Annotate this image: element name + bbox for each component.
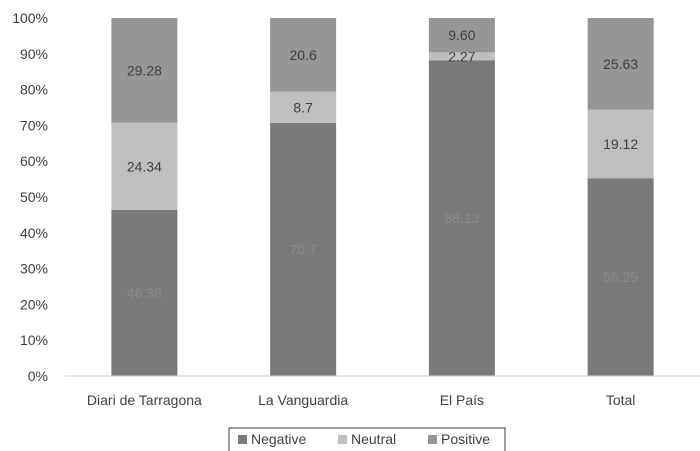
y-tick-label: 10%	[20, 332, 48, 348]
bar-neutral-0	[111, 122, 178, 210]
y-tick-label: 30%	[20, 261, 48, 277]
y-tick-label: 50%	[20, 189, 48, 205]
y-tick-label: 80%	[20, 82, 48, 98]
legend-swatch-positive	[428, 435, 437, 444]
y-axis-ticks: 0% 10% 20% 30% 40% 50% 60% 70% 80% 90% 100%	[12, 10, 48, 384]
data-label: 25.63	[603, 56, 638, 72]
x-tick-label: Total	[606, 392, 636, 408]
bars: 46.38 24.34 29.28 70.7 8.7 20.6 88.13 2.27 9.60 5…	[111, 18, 654, 376]
bar-positive-0	[111, 18, 178, 123]
bar-negative-0	[111, 209, 178, 376]
x-tick-label: El País	[440, 392, 484, 408]
bar-positive-3	[587, 18, 654, 110]
legend-label-neutral: Neutral	[351, 431, 396, 447]
legend-swatch-negative	[238, 435, 247, 444]
data-label: 24.34	[127, 158, 162, 174]
x-axis-tick-labels: Diari de Tarragona La Vanguardia El País To…	[87, 392, 636, 408]
legend-label-positive: Positive	[441, 431, 490, 447]
legend-box	[228, 427, 506, 451]
data-label: 55.25	[603, 269, 638, 285]
bar-neutral-3	[587, 109, 654, 179]
x-tick-label: La Vanguardia	[258, 392, 348, 408]
y-tick-label: 60%	[20, 153, 48, 169]
y-tick-label: 40%	[20, 225, 48, 241]
data-label: 29.28	[127, 62, 162, 78]
bar-neutral-1	[270, 91, 337, 123]
x-tick-label: Diari de Tarragona	[87, 392, 202, 408]
y-tick-label: 70%	[20, 117, 48, 133]
data-label: 20.6	[290, 47, 317, 63]
data-label: 19.12	[603, 136, 638, 152]
bar-negative-3	[587, 178, 654, 376]
bar-neutral-2	[428, 52, 495, 61]
data-label: 70.7	[290, 241, 317, 257]
y-tick-label: 100%	[12, 10, 48, 26]
y-tick-label: 0%	[28, 368, 48, 384]
legend: Negative Neutral Positive	[228, 427, 506, 451]
legend-label-negative: Negative	[251, 431, 306, 447]
data-label: 46.38	[127, 285, 162, 301]
data-label: 8.7	[293, 99, 313, 115]
data-label: 2.27	[448, 48, 475, 64]
bar-negative-2	[428, 60, 495, 376]
bar-negative-1	[270, 122, 337, 376]
data-label: 88.13	[444, 210, 479, 226]
data-label: 9.60	[448, 27, 475, 43]
bar-positive-1	[270, 18, 337, 92]
y-tick-label: 20%	[20, 296, 48, 312]
y-tick-label: 90%	[20, 46, 48, 62]
legend-swatch-neutral	[338, 435, 347, 444]
bar-positive-2	[428, 18, 495, 53]
